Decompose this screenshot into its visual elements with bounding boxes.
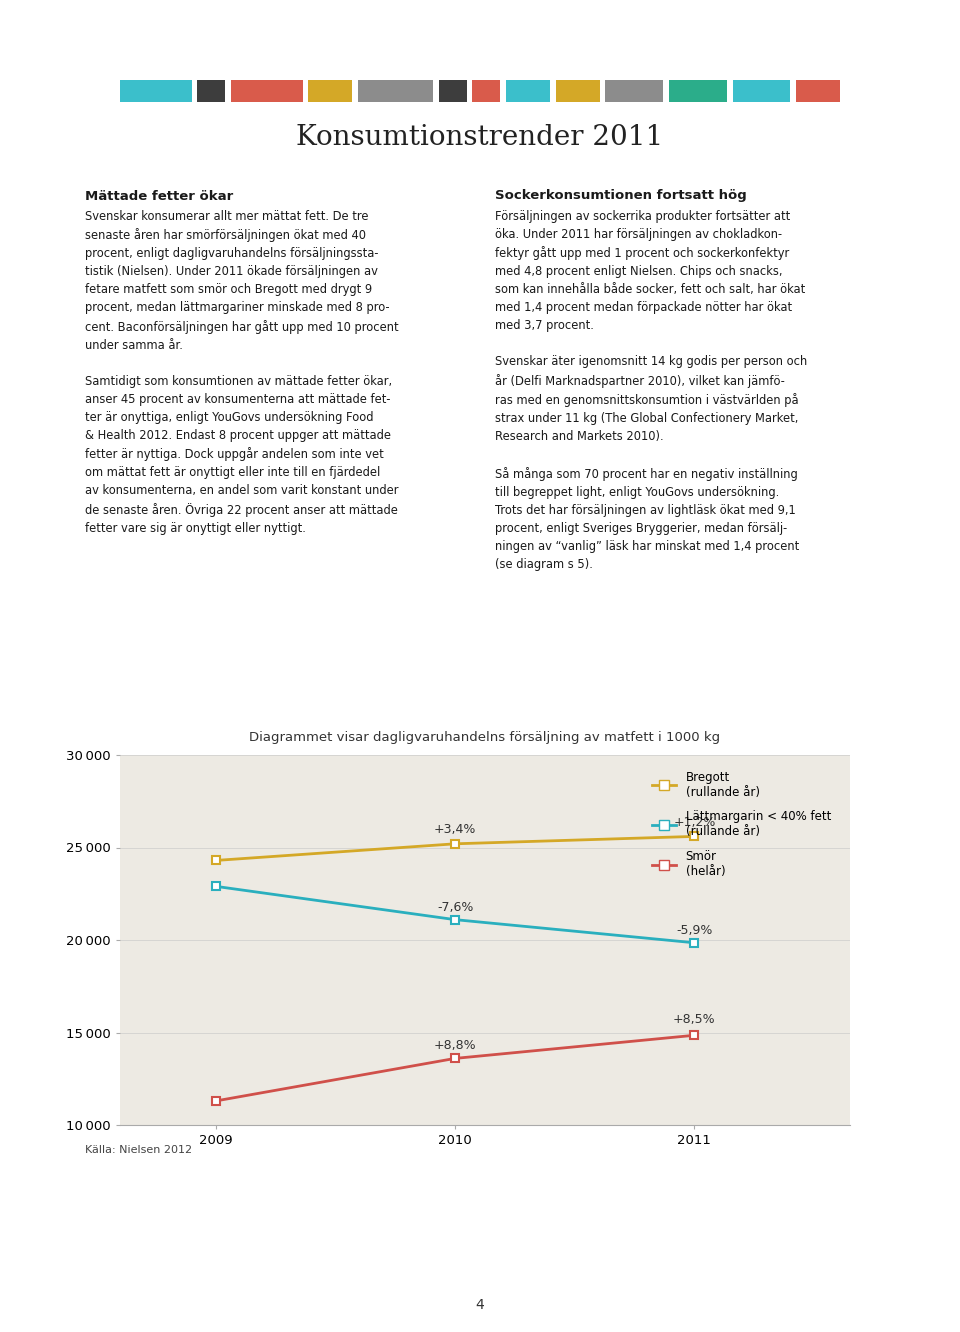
Text: Mättade fetter ökar: Mättade fetter ökar <box>85 189 233 202</box>
Text: +1,2%: +1,2% <box>673 817 715 829</box>
Bar <box>439 80 467 103</box>
Text: Sockerkonsumtionen fortsatt hög: Sockerkonsumtionen fortsatt hög <box>495 189 747 202</box>
Bar <box>198 80 226 103</box>
Text: 4: 4 <box>475 1297 485 1312</box>
Bar <box>669 80 727 103</box>
Legend: Bregott
(rullande år), Lättmargarin < 40% fett
(rullande år), Smör
(helår): Bregott (rullande år), Lättmargarin < 40… <box>647 765 837 884</box>
Text: -7,6%: -7,6% <box>437 902 473 914</box>
Text: Källa: Nielsen 2012: Källa: Nielsen 2012 <box>85 1146 192 1155</box>
Text: +8,8%: +8,8% <box>434 1039 476 1052</box>
Bar <box>556 80 600 103</box>
Bar <box>308 80 352 103</box>
Bar <box>231 80 302 103</box>
Bar <box>796 80 840 103</box>
Bar <box>472 80 500 103</box>
Text: +3,4%: +3,4% <box>434 823 476 836</box>
Bar <box>120 80 192 103</box>
Bar <box>732 80 790 103</box>
Title: Diagrammet visar dagligvaruhandelns försäljning av matfett i 1000 kg: Diagrammet visar dagligvaruhandelns förs… <box>250 731 721 745</box>
Bar <box>506 80 550 103</box>
Bar <box>358 80 433 103</box>
Text: Svenskar konsumerar allt mer mättat fett. De tre
senaste åren har smörförsäljnin: Svenskar konsumerar allt mer mättat fett… <box>85 210 398 535</box>
Text: +8,5%: +8,5% <box>673 1014 716 1026</box>
Text: Försäljningen av sockerrika produkter fortsätter att
öka. Under 2011 har försälj: Försäljningen av sockerrika produkter fo… <box>495 210 807 571</box>
Bar <box>606 80 663 103</box>
Text: Konsumtionstrender 2011: Konsumtionstrender 2011 <box>297 124 663 151</box>
Text: -5,9%: -5,9% <box>676 924 712 938</box>
